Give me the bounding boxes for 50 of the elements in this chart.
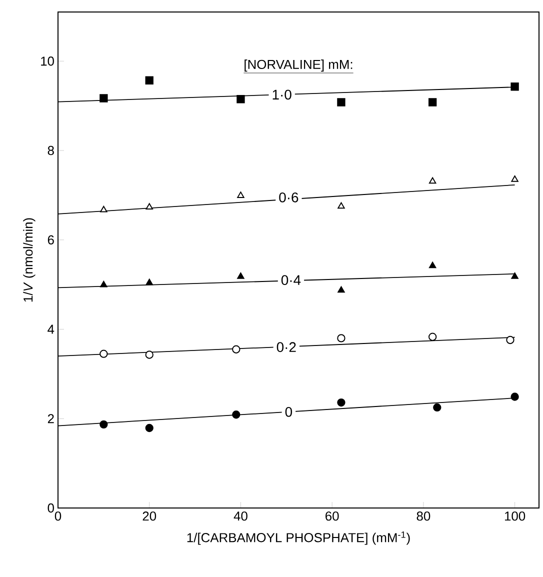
- point: [506, 336, 514, 344]
- point: [145, 424, 154, 432]
- x-axis-title: 1/[CARBAMOYL PHOSPHATE] (mM$^{-1}$): [187, 532, 410, 545]
- point: [428, 177, 436, 184]
- point: [428, 262, 436, 268]
- point: [338, 286, 345, 293]
- x-tick-label: 100: [504, 512, 526, 521]
- point: [146, 278, 153, 286]
- annotation: 1·0: [272, 90, 292, 100]
- point: [337, 398, 346, 407]
- y-tick-label: 0: [48, 503, 54, 513]
- y-tick-label: 2: [48, 414, 54, 424]
- x-tick-label: 60: [326, 512, 339, 521]
- annotation: [NORVALINE] mM:: [244, 60, 352, 72]
- y-tick-label: 6: [48, 235, 54, 244]
- point: [510, 392, 519, 401]
- y-axis-title: 1/V (nmol/min): [23, 218, 36, 302]
- point: [433, 403, 442, 412]
- x-tick-label: 40: [234, 512, 248, 521]
- point: [100, 280, 108, 288]
- point: [232, 410, 240, 419]
- y-tick-label: 8: [48, 146, 54, 156]
- point: [145, 76, 154, 84]
- point: [146, 203, 153, 210]
- point: [145, 350, 154, 359]
- x-tick-label: 20: [142, 512, 156, 521]
- point: [237, 192, 244, 198]
- point: [428, 332, 437, 341]
- point: [100, 350, 108, 358]
- point: [337, 98, 346, 106]
- annotation: 0·6: [279, 192, 298, 202]
- point: [511, 175, 518, 182]
- point: [236, 95, 245, 104]
- point: [428, 98, 437, 106]
- point: [237, 272, 244, 279]
- point: [100, 420, 108, 429]
- annotation: 0: [285, 406, 292, 417]
- point: [510, 82, 519, 91]
- point: [100, 94, 108, 102]
- point: [511, 272, 518, 279]
- annotation: 0·2: [276, 342, 296, 352]
- x-tick-label: 0: [54, 512, 62, 521]
- point: [100, 206, 108, 212]
- x-tick-label: 80: [416, 512, 430, 521]
- annotation: 0·4: [281, 275, 301, 286]
- y-tick-label: 4: [48, 324, 54, 334]
- point: [232, 345, 240, 354]
- point: [337, 334, 346, 342]
- y-tick-label: 10: [41, 56, 54, 66]
- point: [338, 202, 345, 209]
